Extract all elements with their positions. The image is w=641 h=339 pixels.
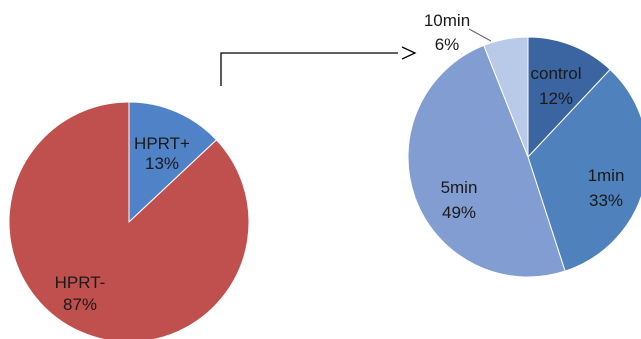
pie-slice-1min <box>527 68 641 272</box>
slice-value-1min: 33% <box>589 191 623 210</box>
slice-label-1min: 1min <box>588 166 625 185</box>
pie-slice-hprt-neg <box>128 101 218 224</box>
slice-value-hprt-pos: 13% <box>145 154 179 173</box>
leader-line-10min <box>468 28 492 42</box>
slice-value-hprt-neg: 87% <box>63 295 97 314</box>
pie-chart-time <box>407 36 641 278</box>
slice-label-hprt-pos: HPRT+ <box>134 134 190 153</box>
slice-label-control: control <box>530 64 581 83</box>
slice-label-10min: 10min <box>424 11 470 30</box>
expansion-arrow <box>220 46 417 86</box>
pie-slice-5min <box>407 44 566 278</box>
slice-label-5min: 5min <box>441 178 478 197</box>
pie-chart-hprt <box>8 101 250 339</box>
pie-slice-10min <box>483 36 529 158</box>
slice-value-5min: 49% <box>442 203 476 222</box>
slice-value-10min: 6% <box>435 35 460 54</box>
pie-slice-hprt-neg <box>8 101 250 339</box>
pie-slice-control <box>527 36 611 159</box>
slice-label-hprt-neg: HPRT- <box>55 273 106 292</box>
slice-value-control: 12% <box>539 89 573 108</box>
